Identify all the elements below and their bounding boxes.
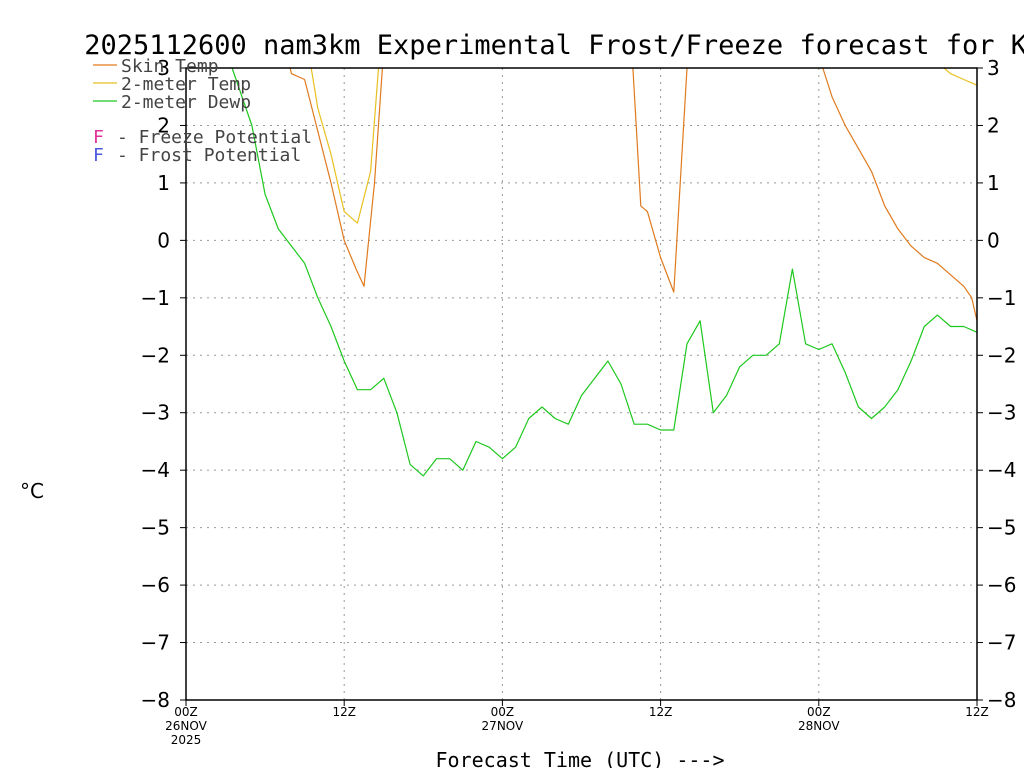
- y-axis-label: °C: [20, 479, 44, 503]
- legend-label: 2-meter Temp: [121, 74, 251, 95]
- series-line-skin-temp: [289, 67, 383, 287]
- legend-marker-label: - Frost Potential: [117, 145, 301, 166]
- x-tick-label: 12Z: [649, 705, 673, 719]
- x-tick-label: 26NOV: [165, 719, 207, 733]
- y-tick-label-right: −3: [987, 401, 1016, 425]
- gridlines: [186, 68, 977, 700]
- series-lines: [231, 67, 978, 477]
- legend-label: Skin Temp: [121, 56, 219, 77]
- x-tick-label: 12Z: [965, 705, 989, 719]
- y-tick-label-left: −6: [141, 573, 170, 597]
- series-line-2-meter-temp: [943, 67, 978, 86]
- x-tick-label: 28NOV: [798, 719, 840, 733]
- y-tick-label-right: −7: [987, 631, 1016, 655]
- y-tick-label-left: −5: [141, 516, 170, 540]
- y-tick-label-right: −4: [987, 458, 1016, 482]
- legend-marker-symbol: F: [93, 127, 104, 148]
- legend-label: 2-meter Dewp: [121, 92, 251, 113]
- series-line-skin-temp: [632, 67, 688, 293]
- x-axis-label: Forecast Time (UTC) --->: [436, 748, 725, 768]
- y-tick-label-left: −2: [141, 343, 170, 367]
- x-tick-label: 27NOV: [482, 719, 524, 733]
- plot-frame: [185, 67, 978, 701]
- y-tick-label-left: −4: [141, 458, 170, 482]
- y-tick-label-right: 2: [987, 113, 1000, 137]
- y-tick-label-right: −8: [987, 688, 1016, 712]
- y-tick-label-left: 3: [157, 56, 170, 80]
- axis-ticks: 3 3 2 2 1 1 0 0 −1 −1 −2 −2 −3 −3 −4 −4 −5 −5 −6 −6 −7 −7 −8 −8…: [141, 56, 1017, 747]
- x-tick-label: 00Z: [491, 705, 515, 719]
- y-tick-label-left: −1: [141, 286, 170, 310]
- series-line-2-meter-dewp: [231, 67, 978, 477]
- y-tick-label-right: −5: [987, 516, 1016, 540]
- y-tick-label-left: 1: [157, 171, 170, 195]
- x-tick-label: 00Z: [807, 705, 831, 719]
- y-tick-label-left: −8: [141, 688, 170, 712]
- legend-marker-symbol: F: [93, 145, 104, 166]
- series-line-2-meter-temp: [310, 67, 380, 224]
- y-tick-label-right: −6: [987, 573, 1016, 597]
- y-tick-label-left: 2: [157, 113, 170, 137]
- chart-title: 2025112600 nam3km Experimental Frost/Fre…: [84, 30, 1024, 61]
- x-tick-label: 00Z: [174, 705, 198, 719]
- y-tick-label-left: −7: [141, 631, 170, 655]
- y-tick-label-left: 0: [157, 228, 170, 252]
- y-tick-label-right: −1: [987, 286, 1016, 310]
- y-tick-label-right: −2: [987, 343, 1016, 367]
- x-tick-label: 2025: [171, 733, 202, 747]
- x-tick-label: 12Z: [332, 705, 356, 719]
- legend-marker-label: - Freeze Potential: [117, 127, 312, 148]
- y-tick-label-left: −3: [141, 401, 170, 425]
- y-tick-label-right: 3: [987, 56, 1000, 80]
- y-tick-label-right: 1: [987, 171, 1000, 195]
- series-line-skin-temp: [822, 67, 978, 321]
- y-tick-label-right: 0: [987, 228, 1000, 252]
